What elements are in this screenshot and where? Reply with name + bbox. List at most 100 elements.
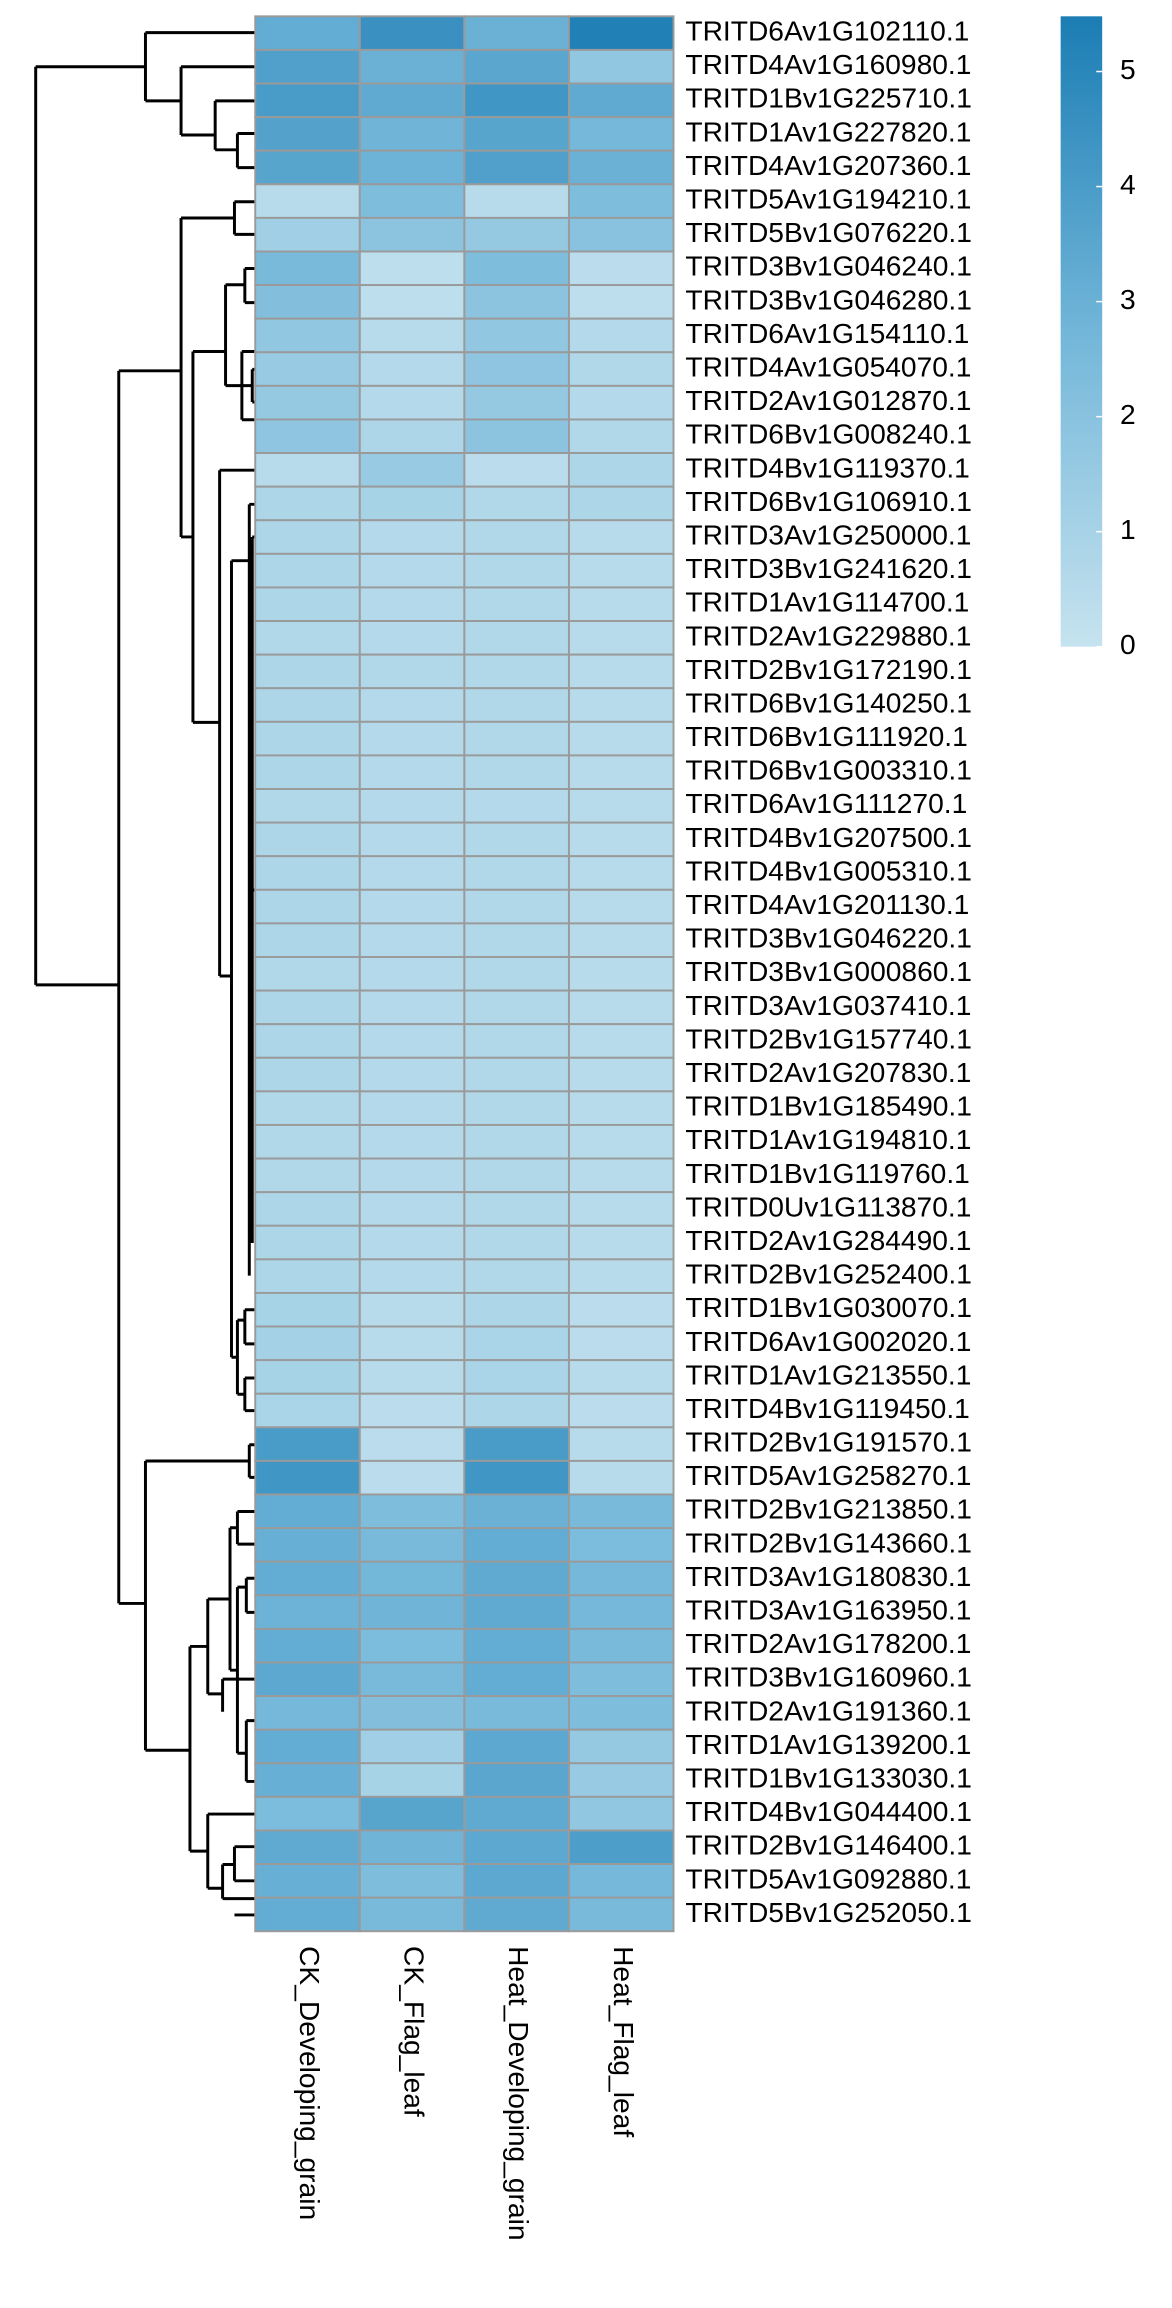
heatmap-cell: [254, 1023, 361, 1059]
heatmap-cell: [567, 720, 675, 757]
row-label: TRITD6Bv1G140250.1: [685, 686, 972, 718]
heatmap-cell: [358, 1056, 466, 1093]
row-label: TRITD4Av1G207360.1: [685, 149, 971, 181]
heatmap-cell: [254, 1157, 361, 1194]
heatmap-cell: [358, 855, 466, 891]
heatmap-cell: [463, 1728, 570, 1765]
heatmap-cell: [358, 922, 466, 958]
heatmap-cell: [463, 687, 570, 723]
heatmap-cell: [358, 1191, 466, 1227]
row-label: TRITD5Av1G258270.1: [685, 1459, 971, 1491]
heatmap-cell: [463, 1224, 570, 1261]
heatmap-cell: [567, 1291, 675, 1328]
heatmap-cell: [463, 1762, 570, 1798]
heatmap-cell: [567, 1258, 675, 1294]
heatmap-cell: [567, 1527, 675, 1563]
heatmap-cell: [254, 1493, 361, 1530]
heatmap-cell: [567, 183, 675, 219]
heatmap-cell: [254, 116, 361, 152]
heatmap-cell: [254, 888, 361, 925]
heatmap-cell: [463, 1896, 570, 1933]
heatmap-cell: [463, 1459, 570, 1496]
heatmap-cell: [358, 989, 466, 1026]
heatmap-cell: [358, 250, 466, 287]
heatmap-cell: [567, 519, 675, 555]
heatmap-cell: [567, 1459, 675, 1496]
heatmap-cell: [567, 418, 675, 455]
heatmap-cell: [358, 48, 466, 85]
row-label: TRITD4Av1G201130.1: [685, 888, 969, 920]
heatmap-cell: [567, 116, 675, 152]
heatmap-cell: [567, 1695, 675, 1731]
heatmap-cell: [254, 519, 361, 555]
heatmap-cell: [463, 653, 570, 690]
heatmap-cell: [254, 452, 361, 488]
heatmap-cell: [567, 855, 675, 891]
heatmap-cell: [254, 1795, 361, 1832]
heatmap-cell: [463, 1863, 570, 1899]
row-label: TRITD1Bv1G030070.1: [685, 1291, 972, 1323]
heatmap-cell: [567, 15, 675, 51]
row-label: TRITD3Bv1G000860.1: [685, 955, 972, 987]
heatmap-cell: [358, 82, 466, 119]
heatmap-cell: [358, 1627, 466, 1664]
heatmap-cell: [567, 956, 675, 992]
heatmap-cell: [463, 989, 570, 1026]
heatmap-cell: [358, 1560, 466, 1597]
heatmap-cell: [254, 317, 361, 354]
heatmap-cell: [358, 1829, 466, 1866]
row-label: TRITD6Bv1G003310.1: [685, 754, 972, 786]
heatmap-cell: [254, 1325, 361, 1362]
heatmap-cell: [567, 1123, 675, 1160]
heatmap-cell: [358, 620, 466, 656]
heatmap-cell: [463, 1627, 570, 1664]
heatmap-cell: [463, 888, 570, 925]
heatmap-cell: [358, 586, 466, 622]
heatmap-cell: [358, 452, 466, 488]
row-label: TRITD2Bv1G252400.1: [685, 1258, 972, 1290]
heatmap-cell: [254, 418, 361, 455]
heatmap-cell: [358, 317, 466, 354]
row-label: TRITD5Av1G194210.1: [685, 183, 971, 215]
heatmap-cell: [567, 888, 675, 925]
heatmap-cell: [463, 116, 570, 152]
heatmap-cell: [463, 1560, 570, 1597]
heatmap-cell: [358, 351, 466, 387]
heatmap-cell: [567, 1359, 675, 1395]
row-label: TRITD2Bv1G172190.1: [685, 653, 972, 685]
row-label: TRITD2Av1G207830.1: [685, 1056, 971, 1088]
heatmap-cell: [463, 15, 570, 51]
row-label: TRITD2Bv1G213850.1: [685, 1493, 972, 1525]
row-dendrogram: [34, 31, 256, 1917]
heatmap-cell: [567, 586, 675, 622]
heatmap-cell: [254, 48, 361, 85]
heatmap-cell: [254, 620, 361, 656]
row-label: TRITD4Bv1G207500.1: [685, 821, 972, 853]
heatmap-cell: [254, 1661, 361, 1698]
heatmap-cell: [463, 1090, 570, 1126]
heatmap-cell: [463, 82, 570, 119]
heatmap-cell: [358, 1661, 466, 1698]
heatmap-cell: [567, 922, 675, 958]
heatmap-cell: [254, 586, 361, 622]
colorbar-tick-label: 0: [1120, 628, 1136, 660]
heatmap-cell: [254, 1426, 361, 1462]
heatmap-cell: [254, 855, 361, 891]
row-label: TRITD4Av1G054070.1: [685, 351, 971, 383]
row-label: TRITD6Bv1G111920.1: [685, 720, 967, 752]
heatmap-cell: [567, 989, 675, 1026]
row-label: TRITD1Av1G213550.1: [685, 1358, 971, 1390]
heatmap-cell: [254, 284, 361, 320]
heatmap-cell: [567, 1191, 675, 1227]
heatmap-cell: [463, 552, 570, 589]
heatmap-cell: [463, 1594, 570, 1630]
heatmap-cell: [463, 855, 570, 891]
heatmap-cell: [254, 956, 361, 992]
heatmap-cell: [254, 82, 361, 119]
row-label: TRITD1Bv1G185490.1: [685, 1090, 972, 1122]
heatmap-cell: [463, 250, 570, 287]
heatmap-cell: [463, 1493, 570, 1530]
heatmap-cell: [463, 788, 570, 824]
heatmap-cell: [254, 653, 361, 690]
heatmap-cell: [567, 48, 675, 85]
